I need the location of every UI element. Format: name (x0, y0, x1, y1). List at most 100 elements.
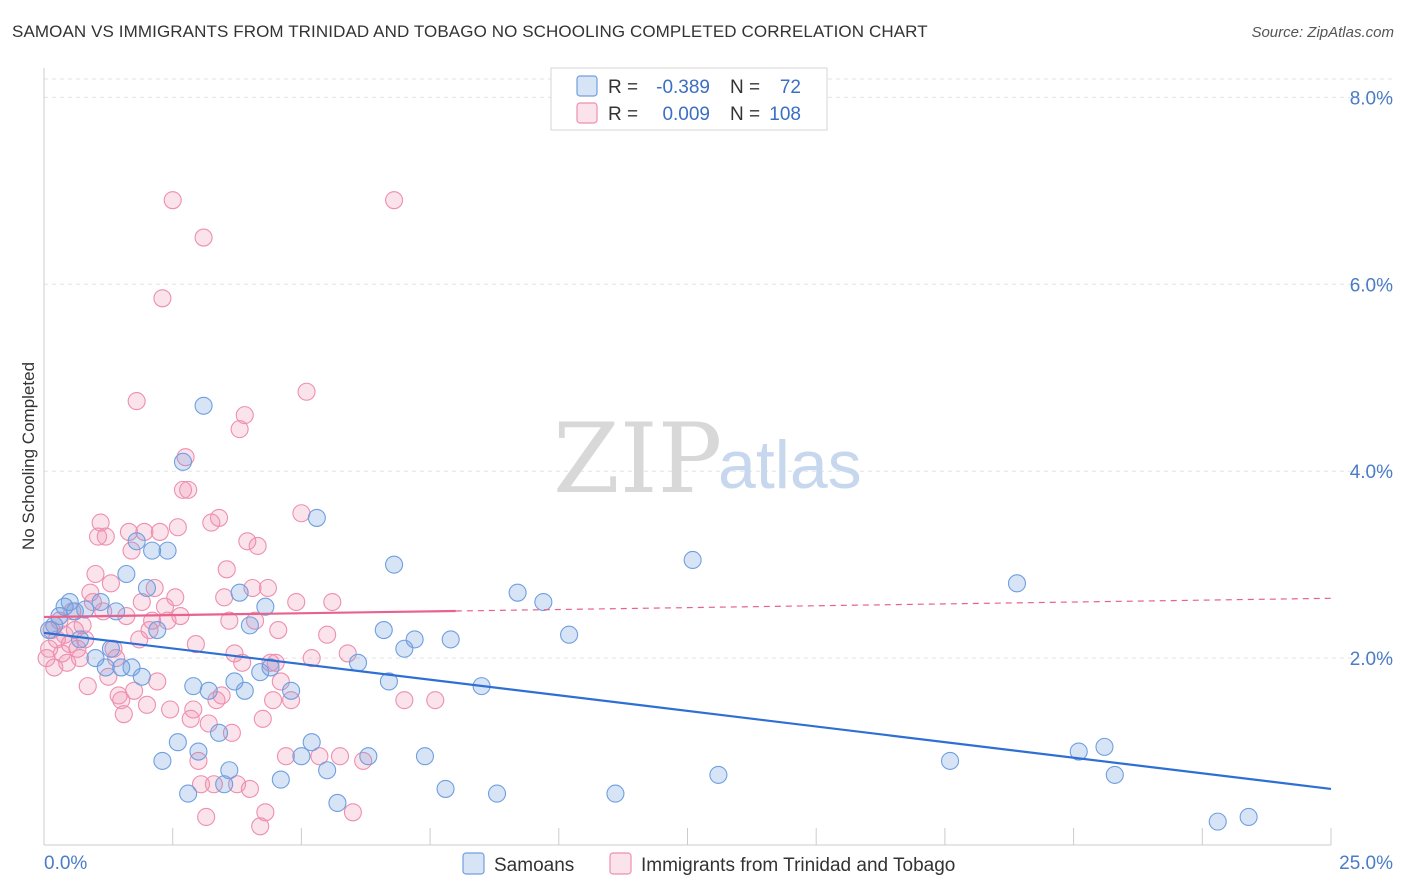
samoans-point-9 (91, 592, 110, 612)
samoans-point-20 (148, 621, 167, 640)
samoans-point-14 (117, 564, 136, 584)
legend-n-value-1: 72 (780, 77, 801, 98)
trinidad-point-33 (122, 541, 141, 560)
trinidad-point-34 (125, 681, 144, 700)
legend-n-label-2: N = (730, 104, 760, 125)
samoans-point-62 (606, 784, 625, 803)
legend-swatch-samoans (576, 75, 598, 97)
trinidad-point-91 (271, 672, 290, 691)
samoans-point-47 (348, 653, 368, 672)
trinidad-point-65 (204, 775, 223, 794)
trinidad-point-51 (168, 518, 187, 537)
trinidad-point-37 (132, 592, 151, 612)
grid-lines (44, 78, 1392, 659)
legend-r-value-1: -0.389 (656, 77, 710, 98)
trinidad-point-99 (318, 625, 337, 644)
samoans-trend-line (43, 631, 1332, 791)
trinidad-point-13 (70, 649, 90, 668)
legend-r-label-2: R = (608, 104, 638, 125)
trinidad-point-54 (176, 448, 195, 467)
samoans-point-17 (132, 667, 151, 686)
samoans-point-63 (683, 550, 702, 570)
trinidad-point-97 (302, 649, 321, 668)
samoans-point-39 (261, 658, 280, 677)
trinidad-point-88 (264, 691, 283, 710)
trinidad-point-92 (276, 747, 296, 766)
series-legend-label-trinidad: Immigrants from Trinidad and Tobago (641, 855, 955, 876)
samoans-point-24 (173, 452, 193, 471)
trinidad-point-35 (127, 392, 146, 411)
samoans-point-19 (143, 541, 162, 560)
samoans-point-43 (302, 733, 321, 752)
trinidad-point-63 (199, 714, 218, 733)
samoans-point-25 (179, 784, 198, 803)
trinidad-point-94 (287, 592, 306, 612)
samoans-point-15 (122, 658, 141, 677)
samoans-point-13 (112, 658, 131, 677)
trinidad-point-71 (220, 611, 239, 630)
samoans-point-30 (209, 723, 229, 742)
trinidad-point-32 (119, 522, 138, 541)
samoans-point-59 (508, 583, 527, 602)
samoans-point-42 (292, 747, 311, 766)
samoans-point-31 (215, 775, 234, 794)
x-tick-label-1: 25.0% (1339, 853, 1393, 874)
samoans-point-35 (235, 681, 254, 700)
samoans-point-52 (395, 639, 414, 658)
trinidad-point-30 (114, 705, 133, 724)
trinidad-point-60 (191, 775, 211, 794)
trinidad-point-70 (217, 560, 236, 579)
samoans-point-32 (220, 761, 239, 780)
trinidad-point-98 (310, 747, 329, 766)
watermark-atlas: atlas (718, 427, 862, 503)
legend-r-label-1: R = (608, 77, 638, 98)
samoans-point-26 (184, 677, 203, 696)
samoans-point-21 (153, 751, 172, 770)
chart-title: SAMOAN VS IMMIGRANTS FROM TRINIDAD AND T… (12, 22, 928, 41)
samoans-point-23 (168, 733, 187, 752)
trinidad-point-106 (395, 691, 414, 710)
trinidad-point-78 (238, 532, 257, 551)
trend-lines (43, 597, 1332, 791)
samoans-point-36 (240, 616, 259, 635)
legend-n-value-2: 108 (769, 104, 801, 125)
trinidad-trend-extension (455, 597, 1332, 612)
samoans-point-60 (534, 592, 553, 612)
samoans-point-69 (1105, 765, 1124, 784)
y-axis-title: No Schooling Completed (19, 362, 38, 550)
trinidad-point-61 (194, 228, 213, 247)
trinidad-point-82 (248, 536, 267, 556)
samoans-point-70 (1208, 812, 1227, 831)
trinidad-point-105 (385, 191, 404, 210)
series-legend-label-samoans: Samoans (494, 855, 574, 876)
trinidad-point-49 (163, 191, 182, 210)
trinidad-point-83 (251, 817, 270, 836)
trinidad-point-43 (148, 672, 167, 691)
y-tick-label-1: 4.0% (1350, 462, 1393, 483)
samoans-point-56 (441, 630, 460, 649)
trinidad-point-73 (225, 644, 244, 663)
samoans-points (40, 396, 1258, 831)
legend-n-label-1: N = (730, 77, 760, 98)
samoans-point-8 (86, 649, 105, 668)
samoans-point-38 (256, 597, 275, 616)
trinidad-point-102 (338, 644, 357, 663)
trinidad-point-75 (230, 420, 249, 439)
samoans-point-41 (282, 681, 301, 700)
samoans-point-51 (385, 555, 404, 574)
trinidad-point-25 (101, 574, 120, 593)
samoans-point-6 (70, 630, 90, 649)
trinidad-point-85 (256, 803, 275, 822)
trinidad-point-67 (209, 508, 229, 527)
trinidad-point-44 (150, 522, 169, 541)
samoans-point-50 (379, 672, 398, 691)
samoans-point-18 (137, 578, 157, 598)
trinidad-point-19 (86, 564, 105, 584)
samoans-point-61 (560, 625, 579, 644)
samoans-point-65 (940, 751, 960, 770)
trinidad-point-84 (253, 709, 272, 728)
trinidad-point-77 (235, 406, 254, 425)
samoans-point-53 (405, 630, 424, 649)
samoans-point-66 (1007, 574, 1027, 593)
